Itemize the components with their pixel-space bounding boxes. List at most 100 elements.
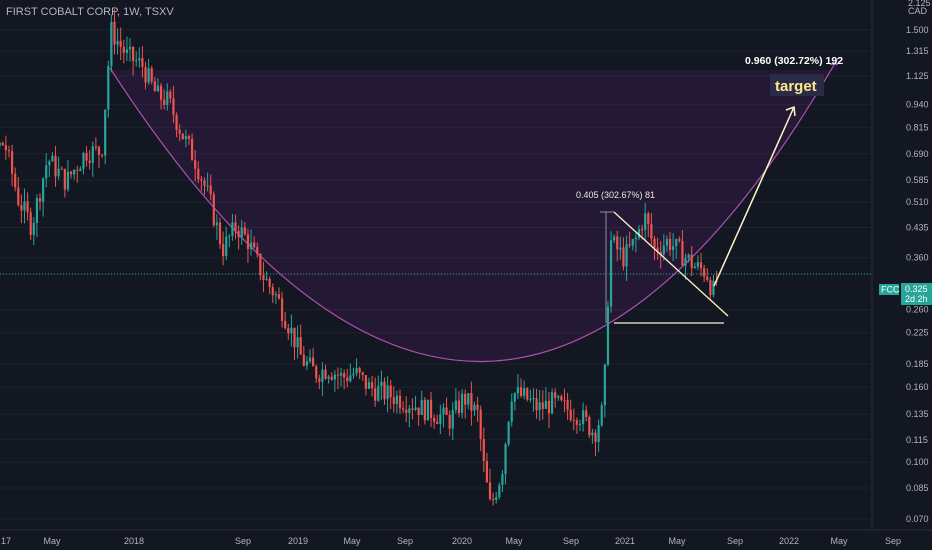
- triangle-upper-line: [613, 211, 729, 317]
- candle-body: [429, 399, 433, 418]
- candle-body: [32, 222, 35, 235]
- candle-body: [532, 398, 535, 400]
- candle-body: [569, 409, 572, 420]
- candle-body: [445, 407, 448, 415]
- candle-body: [271, 286, 274, 296]
- candle-body: [256, 247, 259, 254]
- candle-body: [383, 381, 386, 400]
- time-tick-label: 2022: [779, 536, 799, 546]
- candle-body: [175, 114, 178, 130]
- candle-body: [209, 185, 212, 195]
- candle-body: [582, 410, 585, 425]
- candle-body: [563, 400, 566, 402]
- candle-body: [690, 254, 693, 269]
- candle-body: [479, 409, 482, 440]
- candle-body: [243, 227, 246, 235]
- price-tick-label: 0.940: [906, 100, 929, 110]
- candle-body: [159, 85, 163, 100]
- candle-body: [411, 408, 414, 410]
- price-tick-label: 0.070: [906, 514, 929, 524]
- time-tick-label: May: [830, 536, 848, 546]
- candle-body: [194, 160, 197, 169]
- candle-body: [668, 238, 672, 251]
- candle-body: [203, 180, 206, 186]
- candle-body: [262, 275, 265, 280]
- candle-body: [119, 40, 122, 47]
- candle-body: [85, 152, 88, 161]
- candle-body: [132, 47, 135, 61]
- candle-body: [336, 374, 340, 376]
- candle-body: [659, 251, 662, 255]
- candle-body: [187, 136, 191, 139]
- candles: [0, 9, 718, 506]
- candle-body: [709, 279, 712, 295]
- candle-body: [237, 230, 240, 238]
- candle-body: [451, 410, 454, 429]
- candle-body: [23, 201, 26, 211]
- candle-body: [684, 257, 687, 266]
- candle-body: [370, 382, 374, 389]
- candle-body: [367, 382, 371, 389]
- candle-body: [172, 98, 175, 115]
- candle-body: [398, 395, 402, 409]
- candle-body: [504, 444, 507, 475]
- candle-body: [470, 393, 473, 411]
- price-axis[interactable]: 1.500 1.315 1.125 0.940 0.815 0.690 0.585 0.510…: [906, 25, 929, 524]
- candle-body: [48, 161, 51, 166]
- candle-body: [656, 247, 659, 252]
- cup-fill: [110, 58, 838, 362]
- candle-body: [513, 393, 516, 402]
- price-tick-label: 0.100: [906, 457, 929, 467]
- candle-body: [473, 404, 476, 411]
- candle-body: [557, 396, 560, 398]
- time-axis[interactable]: 17 May 2018 Sep 2019 May Sep 2020 May Sep 2021 May S…: [1, 536, 901, 546]
- candle-body: [42, 178, 45, 202]
- candle-body: [547, 400, 551, 414]
- candle-body: [7, 150, 11, 152]
- candle-body: [538, 402, 541, 411]
- candle-body: [420, 399, 423, 415]
- candle-body: [594, 432, 597, 443]
- time-tick-label: May: [505, 536, 523, 546]
- candle-body: [116, 40, 119, 45]
- candle-body: [312, 357, 315, 367]
- last-price-badge: [901, 283, 932, 305]
- candle-body: [94, 146, 97, 148]
- candle-body: [526, 388, 529, 400]
- candle-body: [107, 66, 110, 110]
- candle-body: [644, 213, 647, 230]
- candle-body: [190, 138, 194, 161]
- currency-top-value: 2.125: [908, 0, 931, 8]
- candle-body: [339, 373, 343, 376]
- candle-body: [63, 168, 66, 190]
- price-tick-label: 0.135: [906, 409, 929, 419]
- candle-body: [234, 222, 237, 231]
- candle-body: [554, 392, 557, 398]
- candle-body: [392, 397, 395, 405]
- candle-body: [141, 58, 144, 67]
- candle-body: [128, 47, 132, 50]
- candle-body: [293, 327, 296, 348]
- candle-body: [550, 392, 554, 414]
- candle-body: [485, 461, 489, 483]
- candle-body: [17, 187, 20, 206]
- time-tick-label: May: [668, 536, 686, 546]
- candle-body: [433, 417, 436, 422]
- candle-body: [355, 368, 358, 374]
- candle-body: [218, 222, 222, 245]
- candle-body: [423, 399, 426, 421]
- candle-body: [212, 194, 215, 226]
- target-label: target: [775, 78, 817, 95]
- candle-body: [284, 320, 287, 329]
- candle-body: [349, 375, 352, 382]
- candle-body: [147, 68, 150, 83]
- candle-body: [405, 409, 408, 413]
- candle-body: [591, 432, 594, 436]
- candle-body: [603, 364, 606, 406]
- time-tick-label: May: [43, 536, 61, 546]
- candle-body: [315, 366, 318, 379]
- candle-body: [138, 58, 141, 61]
- candle-body: [699, 262, 703, 269]
- candle-body: [290, 327, 293, 334]
